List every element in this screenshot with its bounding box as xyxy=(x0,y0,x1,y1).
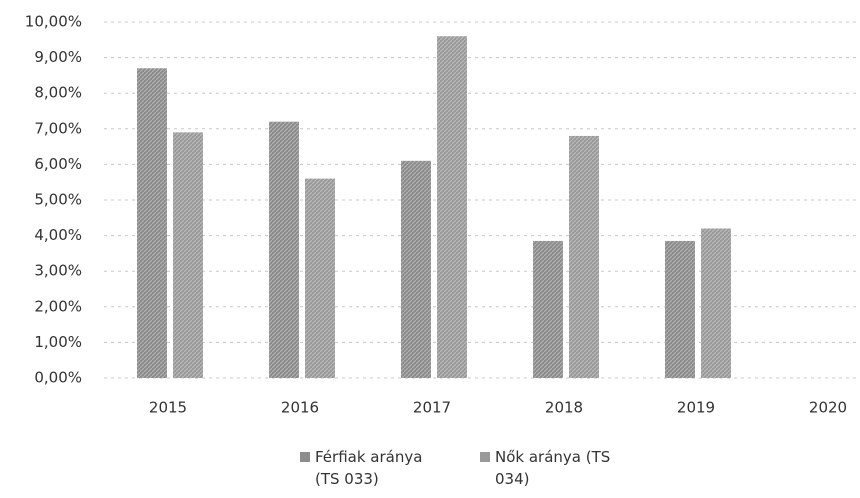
y-tick-label: 9,00% xyxy=(34,48,82,66)
y-tick-label: 1,00% xyxy=(34,333,82,351)
legend-item: Nők aránya (TS 034) xyxy=(480,446,630,490)
bar-texture xyxy=(665,240,695,378)
x-tick-label: 2017 xyxy=(413,399,451,417)
y-tick-label: 6,00% xyxy=(34,155,82,173)
bar-texture xyxy=(533,240,563,378)
x-tick-label: 2019 xyxy=(677,399,715,417)
y-tick-label: 7,00% xyxy=(34,119,82,137)
y-tick-label: 2,00% xyxy=(34,297,82,315)
bar-texture xyxy=(701,228,731,378)
x-tick-label: 2015 xyxy=(149,399,187,417)
y-tick-label: 3,00% xyxy=(34,262,82,280)
bar-texture xyxy=(401,160,431,378)
y-tick-label: 8,00% xyxy=(34,84,82,102)
legend-label: Nők aránya (TS 034) xyxy=(495,448,611,488)
y-tick-label: 5,00% xyxy=(34,191,82,209)
x-tick-label: 2016 xyxy=(281,399,319,417)
legend-item: Férfiak aránya (TS 033) xyxy=(300,446,450,490)
x-tick-label: 2018 xyxy=(545,399,583,417)
bar-texture xyxy=(269,121,299,379)
bar-texture xyxy=(305,178,335,378)
legend-swatch xyxy=(480,452,490,462)
bar-texture xyxy=(569,135,599,378)
bar-texture xyxy=(137,68,167,378)
legend-swatch xyxy=(300,452,310,462)
chart: 0,00% 1,00% 2,00% 3,00% 4,00% 5,00% 6,00% 7,00%… xyxy=(25,13,860,417)
y-tick-label: 10,00% xyxy=(25,13,82,31)
x-tick-label: 2020 xyxy=(809,399,847,417)
y-tick-label: 4,00% xyxy=(34,226,82,244)
bar-texture xyxy=(437,36,467,379)
y-tick-label: 0,00% xyxy=(34,369,82,387)
legend-label: Férfiak aránya (TS 033) xyxy=(315,448,423,488)
bar-texture xyxy=(173,132,203,378)
legend: Férfiak aránya (TS 033) Nők aránya (TS 03… xyxy=(300,446,630,490)
